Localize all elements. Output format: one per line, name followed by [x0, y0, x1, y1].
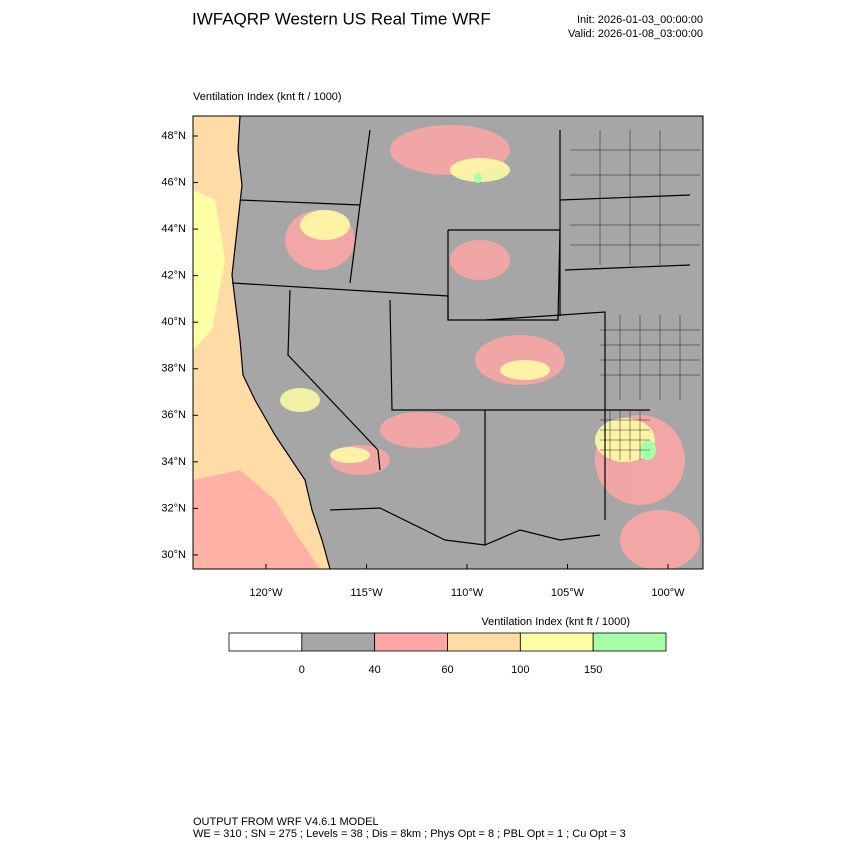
colorbar-box [519, 632, 594, 652]
map [193, 116, 703, 569]
lat-label: 36°N [161, 409, 186, 421]
init-time: Init: 2026-01-03_00:00:00 [577, 14, 703, 26]
colorbar-label: 150 [584, 664, 602, 676]
lon-label: 120°W [249, 587, 283, 599]
lon-label: 105°W [551, 587, 585, 599]
colorbar-box [301, 632, 376, 652]
valid-time: Valid: 2026-01-08_03:00:00 [568, 28, 703, 40]
lon-label: 100°W [651, 587, 685, 599]
colorbar-label: 40 [369, 664, 381, 676]
title: IWFAQRP Western US Real Time WRF [192, 9, 491, 28]
lat-label: 42°N [161, 270, 186, 282]
lat-label: 30°N [161, 549, 186, 561]
colorbar-label: 60 [441, 664, 453, 676]
lat-label: 48°N [161, 130, 186, 142]
plot-label: Ventilation Index (knt ft / 1000) [193, 91, 342, 103]
colorbar-box [592, 632, 667, 652]
lon-label: 110°W [451, 587, 484, 599]
colorbar-label: 0 [299, 664, 305, 676]
lat-label: 46°N [161, 176, 186, 188]
colorbar-label: 100 [511, 664, 529, 676]
lon-label: 115°W [350, 587, 383, 599]
lat-label: 40°N [161, 316, 186, 328]
footer-line: WE = 310 ; SN = 275 ; Levels = 38 ; Dis … [193, 828, 626, 840]
colorbar-box [228, 632, 303, 652]
colorbar-box [374, 632, 448, 652]
map-frame [192, 115, 704, 570]
colorbar-box [447, 632, 521, 652]
lat-label: 44°N [161, 223, 186, 235]
lat-label: 32°N [161, 502, 186, 514]
lat-label: 34°N [161, 456, 186, 468]
colorbar-title: Ventilation Index (knt ft / 1000) [481, 616, 630, 628]
lat-label: 38°N [161, 363, 186, 375]
footer-line: OUTPUT FROM WRF V4.6.1 MODEL [193, 816, 379, 828]
